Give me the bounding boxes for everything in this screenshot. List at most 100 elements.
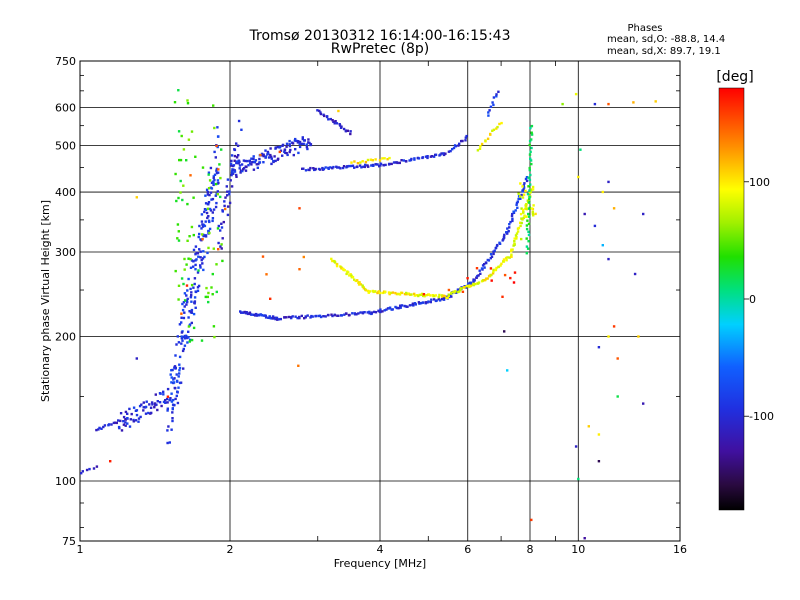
echo-point [335,122,339,125]
echo-point [182,347,185,351]
echo-point [196,286,200,289]
echo-point [528,168,531,172]
echo-point [178,372,181,375]
echo-point [132,418,135,422]
echo-point [642,212,645,216]
echo-point [507,230,510,233]
echo-point [185,335,189,338]
echo-point [355,313,358,316]
echo-point [496,243,499,247]
echo-point [185,303,188,306]
echo-point [186,289,189,292]
echo-point [494,246,497,250]
echo-point [388,291,391,295]
echo-point [135,196,138,199]
echo-point [219,245,222,248]
echo-point [217,171,220,174]
echo-point [181,198,184,202]
y-tick-label: 400 [55,186,76,199]
echo-point [181,308,185,312]
echo-point [616,395,619,398]
echo-point [180,277,184,280]
echo-point [519,224,522,228]
echo-point [381,310,384,313]
echo-point [510,250,513,253]
echo-point [230,159,233,163]
echo-point [139,415,142,419]
echo-point [281,154,284,157]
echo-point [298,315,301,319]
echo-point [212,175,215,178]
echo-point [349,132,352,136]
echo-point [340,125,343,128]
echo-point [274,159,277,163]
echo-point [162,390,165,393]
echo-point [182,184,185,187]
echo-point [239,171,242,174]
echo-point [350,164,353,168]
echo-point [183,257,186,261]
echo-point [396,306,399,310]
echo-point [322,315,325,318]
echo-point [505,231,508,234]
echo-point [187,138,191,141]
echo-point [632,101,635,104]
echo-point [235,160,239,163]
echo-point [327,313,330,317]
echo-point [189,266,193,269]
echo-point [178,369,181,372]
echo-point [193,296,197,299]
echo-point [429,294,432,297]
echo-point [510,253,513,256]
echo-point [197,269,200,272]
echo-point [358,281,361,284]
phase-stats-heading: Phases [627,23,662,34]
echo-point [385,308,388,311]
echo-point [192,248,196,252]
echo-point [395,292,399,296]
colorbar-tick-label: 100 [749,176,770,189]
echo-point [254,159,258,162]
echo-point [469,281,473,284]
echo-point [386,158,389,161]
echo-point [201,223,204,226]
x-axis-label: Frequency [MHz] [334,557,426,570]
echo-point [392,161,396,164]
echo-point [124,421,127,424]
echo-point [527,185,530,188]
echo-point [485,277,488,280]
echo-point [333,314,337,317]
echo-point [403,304,406,308]
echo-point [187,316,190,319]
echo-point [362,287,366,290]
echo-point [134,419,138,422]
echo-point [529,157,532,160]
echo-point [119,412,123,415]
echo-point [319,168,322,171]
echo-point [177,341,181,344]
echo-point [283,316,286,319]
echo-point [214,182,218,186]
echo-point [198,248,201,251]
echo-point [168,441,171,444]
echo-point [215,263,218,266]
echo-point [273,155,276,158]
echo-point [348,274,351,277]
echo-point [607,102,610,106]
echo-point [417,301,421,304]
echo-point [186,202,189,206]
echo-point [178,355,182,359]
echo-point [421,292,424,296]
echo-point [309,316,312,319]
echo-point [344,130,348,133]
echo-point [337,166,341,169]
echo-point [388,156,391,160]
echo-point [276,318,279,321]
echo-point [206,251,209,255]
echo-point [321,166,324,170]
echo-point [342,165,346,168]
echo-point [502,235,506,239]
echo-point [489,267,493,270]
echo-point [444,152,447,155]
echo-point [237,162,240,165]
